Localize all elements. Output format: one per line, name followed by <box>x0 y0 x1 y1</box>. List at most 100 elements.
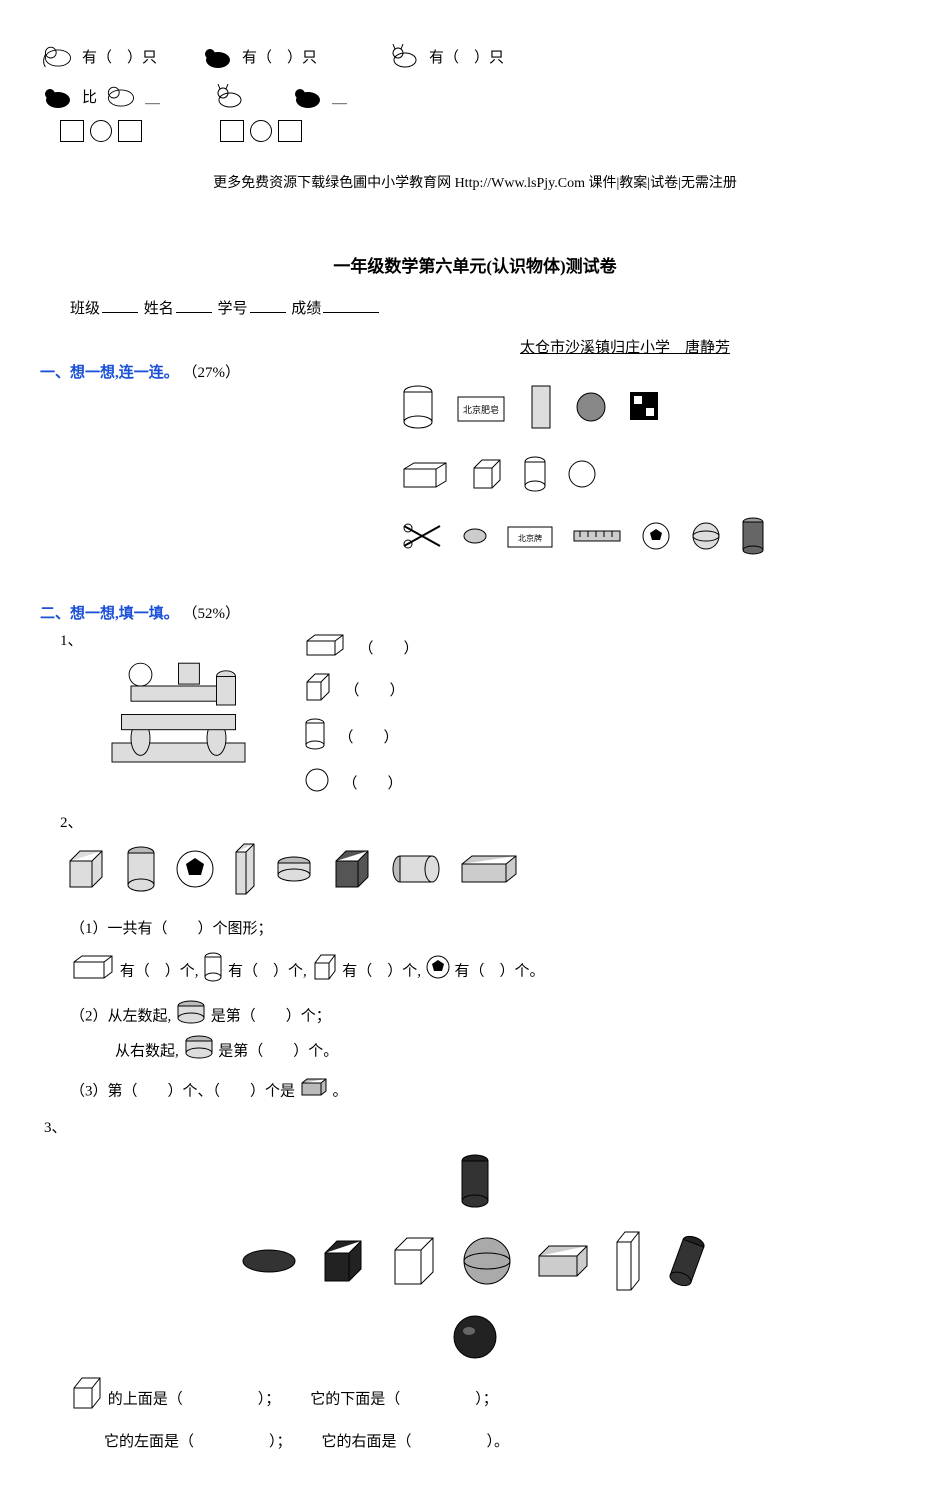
flat-cuboid-icon <box>535 1244 591 1283</box>
text: 它的右面是（ ）。 <box>322 1434 510 1450</box>
scissors-icon <box>400 522 444 555</box>
svg-text:北京肥皂: 北京肥皂 <box>463 404 499 415</box>
coin-icon <box>462 526 488 551</box>
tilted-cylinder-icon <box>665 1232 709 1295</box>
text: 有（ ）个。 <box>455 963 545 979</box>
dark-cylinder-icon <box>458 1153 492 1214</box>
name-blank[interactable] <box>176 312 212 313</box>
text: 它的下面是（ ）； <box>310 1391 498 1407</box>
compare-label: 比 <box>82 86 97 107</box>
q3-label: 3、 <box>44 1116 910 1137</box>
battery-cylinder-icon <box>740 516 766 561</box>
cube-shaded-icon <box>64 847 108 896</box>
svg-text:北京牌: 北京牌 <box>518 533 542 543</box>
q2-2-label: 2、 <box>60 811 910 832</box>
top-col-1: 有（ ）只 比 ＿ <box>40 40 160 142</box>
section1-title: 一、想一想,连一连。 <box>40 365 179 381</box>
ball-shaded-icon <box>574 390 608 429</box>
ink-box-icon: 北京牌 <box>506 521 554 556</box>
footer-note: 更多免费资源下载绿色圃中小学教育网 Http://Www.lsPjy.Com 课… <box>40 172 910 192</box>
short-cylinder-icon <box>274 855 314 888</box>
text: 有（ ）个, <box>342 963 421 979</box>
dog-text: 有（ ）只 <box>242 46 317 67</box>
paren: （ ） <box>345 679 405 700</box>
paren: （ ） <box>343 772 403 793</box>
q2-2-1: （1）一共有（ ）个图形； <box>70 915 910 944</box>
blank-box[interactable] <box>118 120 142 142</box>
text: 的上面是（ ）； <box>108 1391 281 1407</box>
ball-inline-icon <box>425 954 451 991</box>
q2-2-shapes-row <box>64 842 910 901</box>
sphere-outline-icon <box>566 458 598 495</box>
text: 有（ ）个, <box>120 963 199 979</box>
small-cuboid-icon <box>299 1077 329 1108</box>
short-cyl-inline-icon <box>175 1000 207 1035</box>
tall-cuboid-outline-icon <box>613 1230 643 1297</box>
blank-box[interactable] <box>60 120 84 142</box>
q3-shapes-row3 <box>40 1313 910 1366</box>
dog-icon-small <box>40 80 76 112</box>
q1-match-area: 北京肥皂 北京牌 <box>400 382 910 602</box>
cat-text: 有（ ）只 <box>429 46 504 67</box>
cube-outline-icon <box>389 1234 439 1293</box>
id-blank[interactable] <box>250 312 286 313</box>
short-cyl-inline-icon <box>183 1035 215 1070</box>
id-label: 学号 <box>218 301 248 317</box>
globe-icon <box>690 520 722 557</box>
section2-title: 二、想一想,填一填。 <box>40 606 179 622</box>
blank-box[interactable] <box>278 120 302 142</box>
soccer-icon <box>174 848 216 895</box>
text: （2）从左数起, <box>70 1009 171 1025</box>
cylinder-can-icon <box>400 384 436 435</box>
top-col-2: 有（ ）只 ＿ <box>200 40 347 142</box>
elephant-icon <box>40 40 76 72</box>
blank-box[interactable] <box>220 120 244 142</box>
text: 有（ ）个, <box>228 963 307 979</box>
soap-box-icon: 北京肥皂 <box>454 389 510 430</box>
q2-2-3: （3）第（ ）个、（ ）个是 。 <box>70 1077 910 1108</box>
cylinder-inline-icon <box>202 952 224 993</box>
q2-2-1b: 有（ ）个, 有（ ）个, 有（ ）个, 有（ ）个。 <box>70 952 910 993</box>
cylinder-shaded-icon <box>124 845 158 898</box>
soccer-ball-icon <box>640 520 672 557</box>
underscore: ＿ <box>332 86 347 107</box>
text: 它的左面是（ ）； <box>104 1434 292 1450</box>
q2-1-legend: （ ） （ ） （ ） （ ） <box>303 633 419 799</box>
blank-circle[interactable] <box>250 120 272 142</box>
cube-ref-icon <box>70 1376 104 1424</box>
cylinder-legend-icon <box>303 717 327 756</box>
blank-circle[interactable] <box>90 120 112 142</box>
cuboid-legend-icon <box>303 633 347 662</box>
text: 是第（ ）个； <box>211 1009 331 1025</box>
section2-pct: （52%） <box>183 606 241 622</box>
lying-cylinder-icon <box>390 852 442 891</box>
flat-cuboid-icon <box>458 854 520 889</box>
underscore: ＿ <box>145 86 160 107</box>
text: 是第（ ）个。 <box>218 1043 338 1059</box>
cuboid-outline-icon <box>400 459 450 494</box>
class-blank[interactable] <box>102 312 138 313</box>
top-col-3: 有（ ）只 <box>387 40 504 142</box>
cylinder-outline-icon <box>522 455 548 498</box>
cube-outline-icon <box>468 456 504 497</box>
dark-sphere-icon <box>451 1313 499 1366</box>
ruler-icon <box>572 527 622 550</box>
text: 。 <box>333 1084 348 1100</box>
paren: （ ） <box>359 637 419 658</box>
text: （3）第（ ）个、（ ）个是 <box>70 1084 295 1100</box>
dog-icon <box>200 40 236 72</box>
dark-cube-icon <box>319 1237 367 1290</box>
tall-cuboid-icon <box>528 382 556 437</box>
section-2: 二、想一想,填一填。 （52%） <box>40 602 910 623</box>
student-info: 班级 姓名 学号 成绩 <box>40 297 910 318</box>
top-exercise: 有（ ）只 比 ＿ 有（ ）只 <box>40 40 910 142</box>
score-blank[interactable] <box>323 312 379 313</box>
q3-text: 的上面是（ ）； 它的下面是（ ）； 它的左面是（ ）； 它的右面是（ ）。 <box>70 1376 910 1460</box>
section-1: 一、想一想,连一连。 （27%） <box>40 361 910 382</box>
cat-icon-small <box>212 80 248 112</box>
section1-pct: （27%） <box>183 365 241 381</box>
elephant-text: 有（ ）只 <box>82 46 157 67</box>
author-line: 太仓市沙溪镇归庄小学 唐静芳 <box>40 336 910 357</box>
name-label: 姓名 <box>144 301 174 317</box>
cube-inline-icon <box>311 953 339 992</box>
